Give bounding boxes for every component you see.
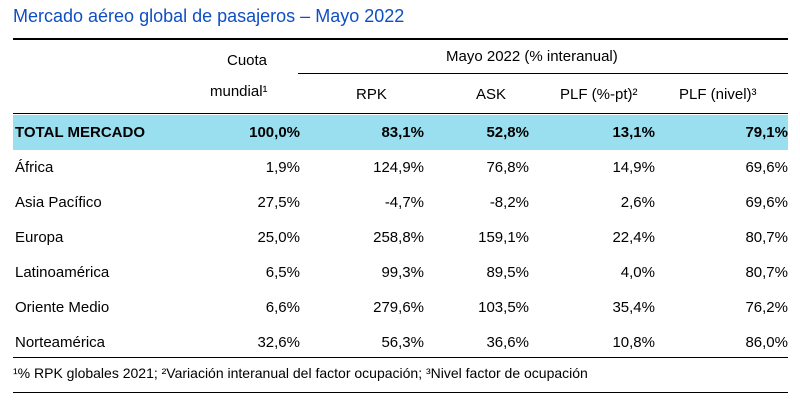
header-plf-nivel: PLF (nivel)³ — [679, 86, 757, 103]
header-plf-pt: PLF (%-pt)² — [560, 86, 638, 103]
market-table-body: TOTAL MERCADO 100,0% 83,1% 52,8% 13,1% 79,1% Á… — [13, 115, 788, 360]
cell-rpk: 124,9% — [373, 159, 424, 176]
cell-plf-nivel: 76,2% — [745, 299, 788, 316]
cell-label: Asia Pacífico — [15, 194, 102, 211]
cell-label: Norteamérica — [15, 334, 106, 351]
page-title: Mercado aéreo global de pasajeros – Mayo… — [13, 6, 405, 26]
total-row: TOTAL MERCADO 100,0% 83,1% 52,8% 13,1% 79,1% — [13, 115, 788, 150]
cell-ask: 159,1% — [478, 229, 529, 246]
cell-rpk: 56,3% — [381, 334, 424, 351]
cell-rpk: 83,1% — [300, 115, 424, 150]
cell-plf-nivel: 80,7% — [745, 264, 788, 281]
cell-cuota: 100,0% — [213, 115, 300, 150]
table-row: África 1,9% 124,9% 76,8% 14,9% 69,6% — [13, 150, 788, 185]
footnote: ¹% RPK globales 2021; ²Variación interan… — [13, 365, 588, 381]
cell-plf-nivel: 79,1% — [655, 115, 788, 150]
cell-cuota: 25,0% — [257, 229, 300, 246]
header-group-label: Mayo 2022 (% interanual) — [446, 48, 618, 65]
table-row: Oriente Medio 6,6% 279,6% 103,5% 35,4% 76,2% — [13, 290, 788, 325]
cell-plf-pt: 13,1% — [529, 115, 655, 150]
top-rule — [13, 38, 788, 40]
header-rpk: RPK — [356, 86, 387, 103]
cell-ask: 76,8% — [486, 159, 529, 176]
cell-plf-nivel: 80,7% — [745, 229, 788, 246]
cell-plf-pt: 10,8% — [612, 334, 655, 351]
group-underline — [298, 73, 788, 74]
cell-rpk: 99,3% — [381, 264, 424, 281]
cell-cuota: 1,9% — [265, 159, 300, 176]
cell-plf-pt: 14,9% — [612, 159, 655, 176]
cell-rpk: 258,8% — [373, 229, 424, 246]
header-ask: ASK — [476, 86, 507, 103]
cell-label: Latinoamérica — [15, 264, 110, 281]
cell-ask: 89,5% — [486, 264, 529, 281]
cell-plf-nivel: 69,6% — [745, 194, 788, 211]
cell-ask: 103,5% — [478, 299, 529, 316]
cell-label: África — [15, 159, 54, 176]
cell-label: Oriente Medio — [15, 299, 110, 316]
table-bottom-rule — [13, 357, 788, 358]
header-cuota-line1: Cuota — [227, 52, 268, 69]
cell-plf-nivel: 86,0% — [745, 334, 788, 351]
header-bottom-rule — [13, 113, 788, 114]
table-row: Asia Pacífico 27,5% -4,7% -8,2% 2,6% 69,6% — [13, 185, 788, 220]
cell-ask: 36,6% — [486, 334, 529, 351]
cell-plf-pt: 35,4% — [612, 299, 655, 316]
cell-cuota: 32,6% — [257, 334, 300, 351]
header-cuota-line2: mundial¹ — [210, 83, 268, 100]
cell-ask: 52,8% — [424, 115, 529, 150]
cell-cuota: 27,5% — [257, 194, 300, 211]
market-table: TOTAL MERCADO 100,0% 83,1% 52,8% 13,1% 79,1% Á… — [13, 115, 788, 360]
cell-label: TOTAL MERCADO — [13, 115, 213, 150]
cell-cuota: 6,5% — [265, 264, 300, 281]
cell-ask: -8,2% — [489, 194, 529, 211]
cell-plf-pt: 4,0% — [620, 264, 655, 281]
cell-label: Europa — [15, 229, 64, 246]
table-row: Europa 25,0% 258,8% 159,1% 22,4% 80,7% — [13, 220, 788, 255]
cell-plf-nivel: 69,6% — [745, 159, 788, 176]
cell-rpk: -4,7% — [384, 194, 424, 211]
cell-plf-pt: 2,6% — [620, 194, 655, 211]
table-row: Norteamérica 32,6% 56,3% 36,6% 10,8% 86,0% — [13, 325, 788, 360]
cell-cuota: 6,6% — [265, 299, 300, 316]
table-row: Latinoamérica 6,5% 99,3% 89,5% 4,0% 80,7% — [13, 255, 788, 290]
cell-plf-pt: 22,4% — [612, 229, 655, 246]
footer-bottom-rule — [13, 392, 788, 393]
cell-rpk: 279,6% — [373, 299, 424, 316]
